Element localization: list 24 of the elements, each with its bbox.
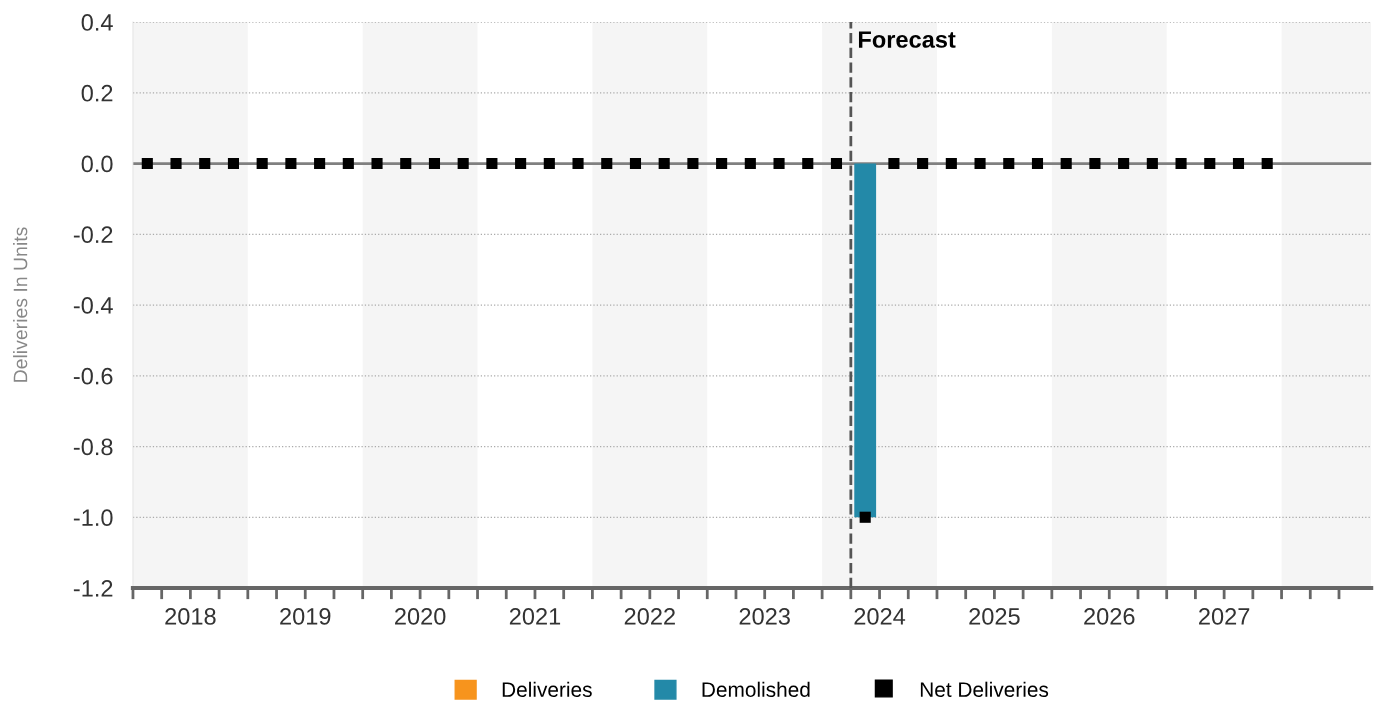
y-tick-label: 0.0 (81, 155, 113, 173)
y-axis-title: Deliveries In Units (13, 227, 28, 382)
x-tick-label: 2018 (165, 608, 216, 625)
x-tick-label: 2025 (969, 608, 1020, 625)
y-tick-label: -0.4 (73, 297, 113, 314)
y-tick-label: 0.4 (81, 14, 113, 31)
x-tick-label: 2019 (280, 608, 331, 625)
legend-label: Net Deliveries (920, 681, 1049, 697)
x-tick-label: 2021 (509, 608, 561, 625)
x-tick-label: 2020 (395, 608, 446, 625)
x-tick-label: 2027 (1199, 608, 1250, 625)
y-tick-label: -1.0 (73, 509, 113, 527)
x-tick-label: 2022 (624, 608, 675, 625)
y-tick-label: -1.2 (73, 580, 113, 597)
x-tick-label: 2024 (854, 608, 906, 625)
x-tick-label: 2026 (1084, 608, 1135, 625)
y-tick-label: -0.2 (73, 226, 113, 244)
legend-label: Demolished (702, 681, 810, 697)
y-tick-label: -0.6 (73, 367, 113, 385)
legend-label: Deliveries (502, 681, 592, 697)
ref-line-label: Forecast (858, 31, 956, 48)
y-tick-label: -0.8 (73, 438, 113, 456)
x-tick-label: 2023 (739, 608, 790, 625)
y-tick-label: 0.2 (81, 84, 113, 102)
